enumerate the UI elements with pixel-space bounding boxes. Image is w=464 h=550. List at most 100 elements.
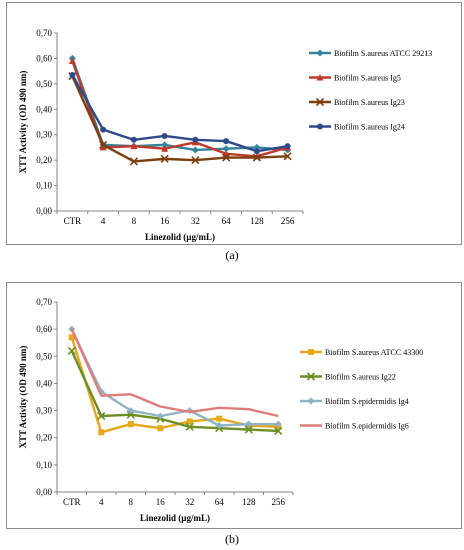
legend-item: Biofilm S.aureus ATCC 43300 [300,348,423,357]
legend-item: Biofilm S.epidermidis Ig6 [300,422,409,431]
x-axis-title: Linezolid (µg/mL) [140,513,210,523]
data-point [223,138,230,145]
legend-item: Biofilm S.aureus Ig5 [309,74,401,83]
chart-panel-a: 0,00 0,10 0,20 0,30 0,40 0,50 0,60 0,70 CTR 4 8 16 3… [6,2,462,245]
data-point [191,156,200,165]
data-point-stroke [160,154,169,163]
data-point [283,152,292,161]
data-point [157,425,164,432]
series-line [71,74,288,153]
line-chart-a: 0,00 0,10 0,20 0,30 0,40 0,50 0,60 0,70 CTR 4 8 16 3… [18,28,432,242]
data-point [97,411,106,421]
data-point [274,426,283,435]
data-point [274,420,282,428]
y-axis-title: XTT Activity (OD 490 nm) [18,71,28,174]
x-axis-title: Linezolid (µg/mL) [145,232,215,242]
x-tick-label: 256 [272,497,286,507]
data-point-stroke [126,410,135,419]
data-point-stroke [97,411,106,421]
data-point-stroke [244,425,253,434]
legend-swatch-marker-stroke [315,97,325,107]
data-point [215,422,223,429]
series-4 [69,71,291,155]
data-point-stroke [129,157,138,166]
data-point-stroke [67,346,76,355]
legend-label: Biofilm S.aureus Ig24 [334,123,405,132]
y-tick-label: 0,40 [36,378,52,388]
legend-item: Biofilm S.aureus ATCC 29213 [309,49,432,58]
series-line [71,75,288,163]
y-tick-label: 0,40 [36,104,52,114]
data-point [67,346,76,355]
data-point [161,132,168,139]
x-tick-label: 32 [185,497,194,507]
legend-swatch-marker-stroke [306,372,316,381]
legend-swatch-marker [306,372,316,381]
y-tick-label: 0,50 [36,351,52,361]
data-point [222,145,230,153]
x-tick-label: 16 [156,497,166,507]
chart-panel-b: 0,00 0,10 0,20 0,30 0,40 0,50 0,60 0,70 CTR 4 8 16 3… [6,282,462,529]
x-tick-label: 4 [99,497,104,507]
data-point-stroke [222,153,231,162]
x-tick-label: 16 [160,216,170,226]
y-tick-label: 0,20 [36,155,52,165]
series-line [71,58,288,152]
legend-swatch-marker [316,49,324,57]
legend-swatch-marker [315,97,325,107]
y-tick-label: 0,30 [36,130,52,140]
line-chart-b: 0,00 0,10 0,20 0,30 0,40 0,50 0,60 0,70 CTR 4 8 16 3… [18,297,423,523]
legend-label: Biofilm S.aureus ATCC 29213 [334,49,432,58]
data-point-stroke [185,422,194,431]
data-point [253,148,260,155]
series-1 [68,334,282,436]
data-point [186,418,193,425]
data-point [161,145,169,152]
y-tick-label: 0,10 [36,460,52,470]
legend-item: Biofilm S.epidermidis Ig4 [300,397,409,406]
x-tick-label: 32 [191,216,200,226]
legend-label: Biofilm S.aureus Ig23 [334,98,405,107]
y-tick-label: 0,30 [36,406,52,416]
legend: Biofilm S.aureus ATCC 29213 Biofilm S.aur… [309,49,432,132]
y-axis-title: XTT Activity (OD 490 nm) [18,346,28,449]
x-tick-label: CTR [64,216,82,226]
y-tick-label: 0,70 [36,28,52,38]
series-line [71,60,288,158]
series-4 [70,328,279,418]
y-tick-label: 0,00 [36,487,52,497]
data-point-stroke [191,156,200,165]
legend-swatch-marker [308,349,314,355]
y-tick-label: 0,60 [36,53,52,63]
data-point [69,71,76,78]
data-point [185,422,194,431]
x-tick-label: 256 [281,216,295,226]
data-point [129,157,138,166]
data-point [156,412,164,420]
series-line [70,328,279,418]
legend-swatch-marker [307,397,315,405]
data-point [222,153,231,162]
data-point [126,410,135,419]
y-tick-label: 0,50 [36,79,52,89]
legend-swatch-marker [317,123,323,130]
data-point [130,136,137,143]
data-point [191,146,199,154]
data-point [68,334,75,341]
y-tick-label: 0,60 [36,324,52,334]
data-point [284,143,291,150]
data-point-stroke [274,426,283,435]
data-point [216,415,223,422]
legend-label: Biofilm S.aureus Ig5 [334,74,401,83]
x-tick-label: 64 [222,216,232,226]
data-point [99,143,107,151]
y-tick-label: 0,10 [36,181,52,191]
legend-label: Biofilm S.epidermidis Ig6 [325,422,409,431]
data-point [99,140,108,149]
data-point-stroke [99,140,108,149]
data-point [192,136,199,143]
series-line [70,328,279,427]
x-tick-label: 8 [132,216,137,226]
x-tick-label: 128 [242,497,256,507]
panel-label-b: (b) [225,532,239,546]
